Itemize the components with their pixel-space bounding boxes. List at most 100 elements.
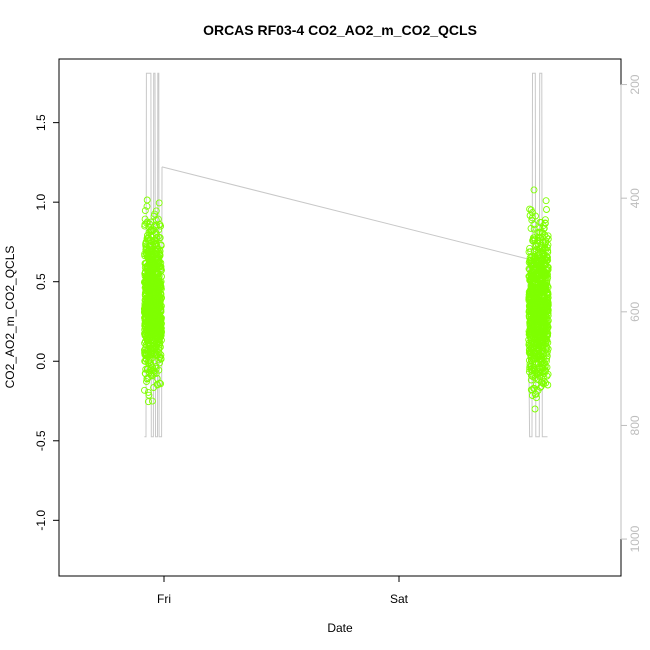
data-point — [532, 394, 540, 402]
data-point — [525, 307, 533, 315]
data-point — [148, 303, 156, 311]
data-point — [153, 374, 161, 382]
data-point — [541, 241, 549, 249]
data-point — [155, 316, 163, 324]
data-point — [154, 285, 162, 293]
data-point — [536, 309, 544, 317]
chart-title: ORCAS RF03-4 CO2_AO2_m_CO2_QCLS — [203, 22, 477, 38]
data-point — [542, 197, 550, 205]
right-tick-label: 600 — [628, 301, 642, 321]
data-point — [143, 262, 151, 270]
data-point — [143, 378, 150, 386]
data-point — [528, 216, 536, 224]
data-point — [143, 196, 151, 204]
data-point — [540, 224, 548, 232]
data-point — [532, 344, 540, 352]
data-point — [156, 262, 164, 270]
data-point — [533, 347, 541, 355]
data-point — [144, 388, 152, 396]
data-point — [542, 367, 550, 375]
data-point — [526, 295, 533, 303]
data-point — [543, 244, 551, 251]
data-point — [144, 398, 152, 406]
data-point — [529, 234, 537, 242]
data-point — [143, 299, 151, 307]
data-point — [146, 351, 153, 359]
data-point — [147, 360, 155, 368]
data-point — [539, 336, 547, 344]
data-point — [149, 366, 157, 374]
data-point — [157, 323, 165, 331]
data-point — [153, 234, 161, 241]
data-point — [532, 340, 540, 348]
x-tick-label: Sat — [390, 592, 409, 606]
right-tick-label: 1000 — [628, 525, 642, 552]
data-point — [527, 300, 535, 308]
data-point — [148, 397, 156, 405]
data-point — [527, 349, 535, 357]
data-point — [531, 384, 538, 392]
data-point — [543, 289, 551, 297]
altitude-line — [527, 72, 548, 438]
data-point — [535, 245, 543, 253]
data-point — [141, 386, 148, 394]
data-point — [544, 306, 552, 314]
data-point — [540, 252, 548, 260]
data-point — [149, 257, 157, 265]
data-point — [527, 271, 535, 278]
data-point — [141, 207, 149, 215]
data-point — [540, 283, 547, 291]
data-point — [543, 270, 551, 278]
data-point — [543, 355, 551, 363]
data-point — [536, 371, 544, 379]
altitude-line-series — [144, 72, 548, 438]
data-point — [149, 320, 157, 328]
y-tick-label: -1.0 — [34, 510, 48, 531]
data-point — [540, 257, 548, 265]
data-point — [543, 206, 550, 213]
data-point — [157, 355, 165, 363]
data-point — [526, 363, 534, 371]
data-point — [529, 288, 537, 296]
data-point — [532, 381, 540, 389]
data-point — [532, 276, 540, 284]
data-point — [542, 346, 550, 354]
data-point — [529, 326, 537, 333]
data-point — [540, 245, 548, 252]
data-point — [540, 377, 548, 385]
data-point — [142, 249, 150, 257]
data-point — [152, 207, 160, 215]
data-point — [531, 236, 539, 244]
data-point — [155, 199, 163, 207]
data-point — [544, 235, 552, 243]
data-point — [544, 256, 552, 264]
right-tick-label: 800 — [628, 415, 642, 435]
data-point — [527, 339, 535, 347]
data-point — [537, 219, 545, 226]
co2-points-series — [140, 186, 552, 413]
x-axis: Fri Sat — [157, 575, 409, 606]
data-point — [537, 267, 545, 274]
data-point — [142, 295, 150, 303]
data-point — [530, 225, 538, 233]
data-point — [540, 332, 548, 340]
data-point — [156, 359, 163, 367]
data-point — [154, 278, 162, 285]
data-point — [525, 258, 533, 266]
data-point — [543, 278, 551, 285]
data-point — [152, 365, 160, 373]
data-point — [142, 341, 150, 349]
data-point — [151, 210, 159, 218]
data-point — [149, 270, 157, 278]
data-point — [143, 326, 151, 333]
data-point — [157, 259, 165, 267]
data-point — [148, 312, 156, 320]
data-point — [146, 228, 154, 236]
data-point — [145, 340, 153, 348]
y-axis-left: -1.0 -0.5 0.0 0.5 1.0 1.5 — [34, 114, 60, 531]
data-point — [145, 391, 153, 399]
right-tick-label: 400 — [628, 188, 642, 208]
data-point — [143, 253, 151, 261]
data-point — [144, 374, 152, 382]
